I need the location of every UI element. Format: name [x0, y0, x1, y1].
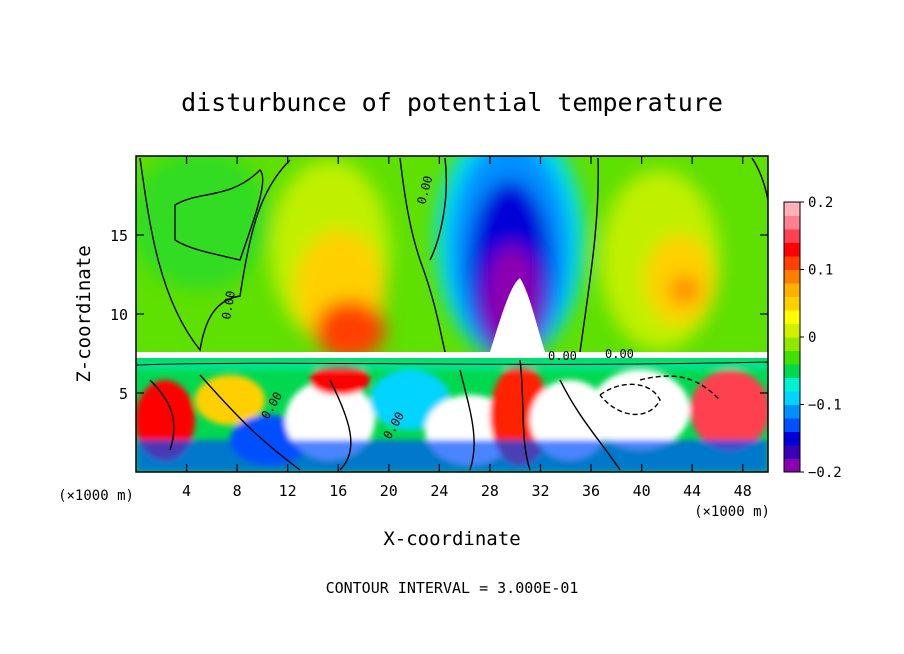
x-tick-label: 8 — [233, 482, 242, 500]
x-tick-label: 24 — [430, 482, 448, 500]
plot-area: 0.00 0.00 0.00 0.00 0.00 0.00 — [136, 156, 768, 472]
x-tick-label: 28 — [481, 482, 499, 500]
x-tick-label: 36 — [582, 482, 600, 500]
x-unit-right: (×1000 m) — [694, 504, 770, 520]
colorbar-swatch — [784, 350, 800, 365]
colorbar-swatch — [784, 229, 800, 243]
contour-lines — [136, 157, 768, 471]
colorbar-swatch — [784, 364, 800, 378]
white-core — [490, 278, 545, 352]
colorbar-swatch — [784, 458, 800, 473]
x-tick-label: 44 — [683, 482, 701, 500]
colorbar-swatch — [784, 202, 800, 216]
y-tick-label: 5 — [119, 385, 128, 403]
x-tick-label: 20 — [380, 482, 398, 500]
colorbar-swatch — [784, 431, 800, 446]
x-tick-label: 16 — [329, 482, 347, 500]
colorbar-tick-label: −0.1 — [808, 398, 842, 414]
chart-title: disturbunce of potential temperature — [181, 88, 723, 117]
colorbar-swatch — [784, 337, 800, 351]
y-tick-label: 10 — [110, 306, 128, 324]
colorbar-swatch — [784, 215, 800, 230]
colorbar-swatch — [784, 391, 800, 405]
colorbar-swatch — [784, 256, 800, 270]
y-tick-label: 15 — [110, 227, 128, 245]
colorbar-swatch — [784, 269, 800, 284]
colorbar-tick-label: −0.2 — [808, 465, 842, 481]
colorbar-swatch — [784, 310, 800, 324]
x-tick-label: 12 — [279, 482, 297, 500]
colorbar-swatch — [784, 445, 800, 459]
colorbar-tick-label: 0.1 — [808, 263, 833, 279]
x-tick-label: 4 — [182, 482, 191, 500]
colorbar-swatch — [784, 283, 800, 297]
x-tick-label: 48 — [734, 482, 752, 500]
level-band — [136, 352, 768, 358]
lower-field-shading — [136, 360, 768, 472]
x-axis-label: X-coordinate — [383, 528, 520, 550]
colorbar: 0.2 0.1 0 −0.1 −0.2 — [783, 195, 842, 481]
colorbar-tick-label: 0.2 — [808, 195, 833, 211]
x-unit-left: (×1000 m) — [58, 488, 134, 504]
contour-label: 0.00 — [605, 347, 634, 361]
y-axis-label: Z-coordinate — [73, 245, 95, 382]
colorbar-swatch — [784, 404, 800, 419]
colorbar-swatch — [784, 242, 800, 257]
colorbar-swatch — [784, 418, 800, 432]
colorbar-swatch — [784, 296, 800, 311]
x-tick-label: 32 — [531, 482, 549, 500]
contour-label: 0.00 — [219, 290, 238, 321]
colorbar-swatch — [784, 323, 800, 338]
contour-label: 0.00 — [548, 349, 577, 363]
colorbar-swatch — [784, 377, 800, 392]
upper-field-shading — [136, 156, 720, 360]
colorbar-tick-label: 0 — [808, 330, 816, 346]
x-tick-label: 40 — [633, 482, 651, 500]
contour-interval-note: CONTOUR INTERVAL = 3.000E-01 — [326, 579, 579, 597]
